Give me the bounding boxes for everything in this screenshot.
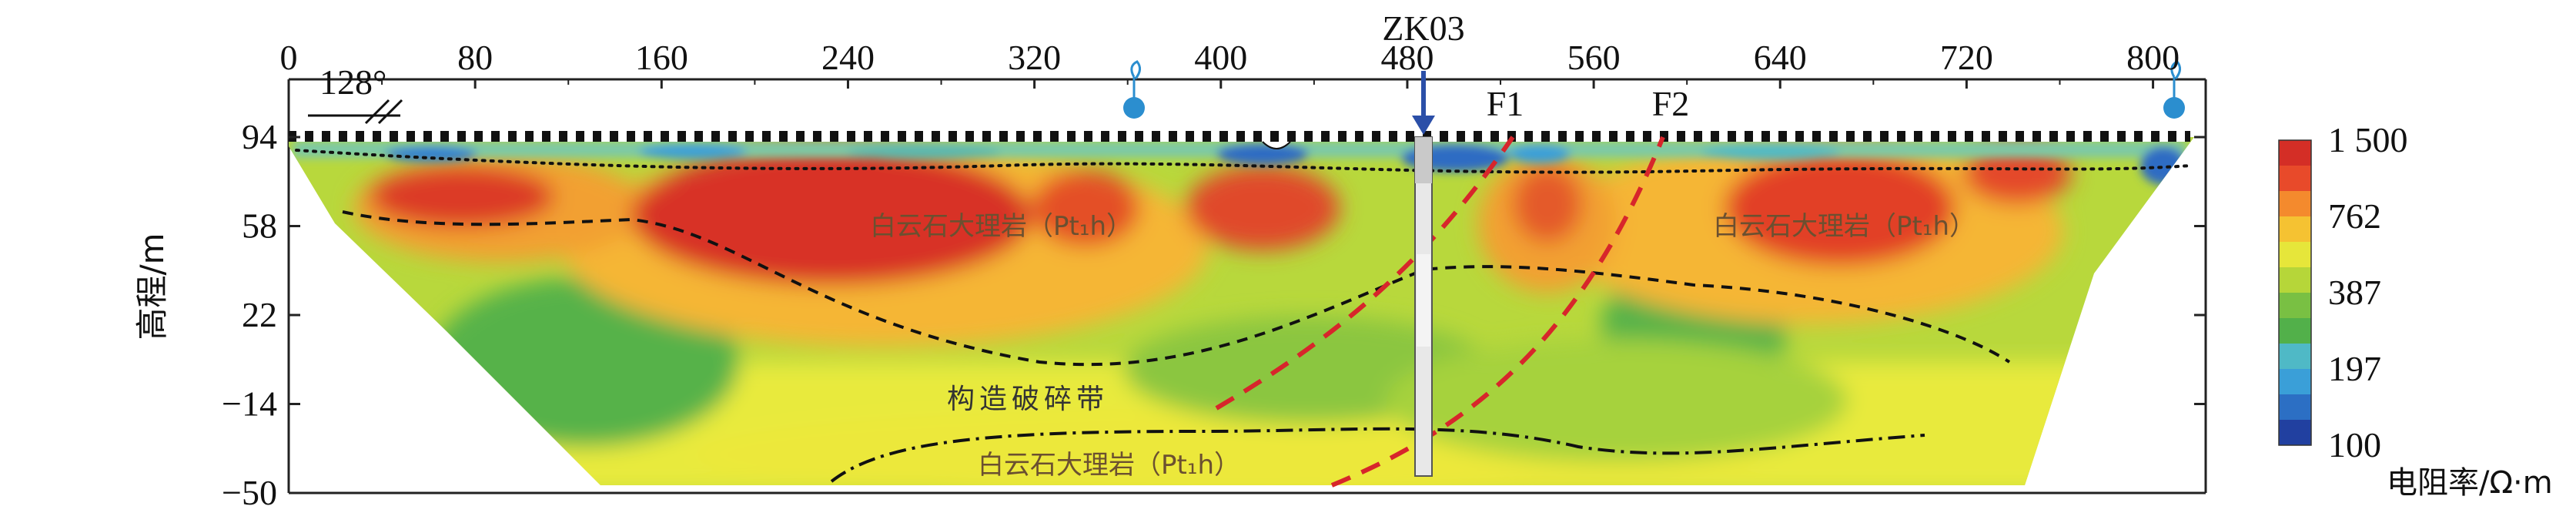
x-tick-label: 320 xyxy=(1008,38,1061,77)
plot-frame xyxy=(287,78,2207,495)
x-tick-label: 480 xyxy=(1380,38,1434,77)
x-tick-label: 0 xyxy=(280,38,298,77)
fault-label-f2: F2 xyxy=(1652,84,1690,123)
colorbar-border xyxy=(2278,139,2312,446)
surface-ruler xyxy=(289,131,2190,142)
colorbar-swatch xyxy=(2279,293,2311,319)
x-tick-label: 240 xyxy=(821,38,875,77)
colorbar-swatch xyxy=(2279,140,2311,166)
fault-line-f1 xyxy=(1215,136,1515,411)
y-tick-label: −14 xyxy=(222,384,277,424)
x-tick-label: 800 xyxy=(2126,38,2180,77)
y-tick-label: −50 xyxy=(222,473,277,512)
borehole-label: ZK03 xyxy=(1382,8,1464,48)
label-marble-right: 白云石大理岩（Pt₁h） xyxy=(1713,211,1975,242)
x-tick-label: 720 xyxy=(1940,38,1993,77)
x-tick-label: 160 xyxy=(635,38,688,77)
orientation-label: 128° xyxy=(319,62,386,102)
colorbar-title: 电阻率/Ω·m xyxy=(2387,465,2553,501)
colorbar-swatch xyxy=(2279,166,2311,192)
colorbar-label: 1 500 xyxy=(2328,120,2408,159)
colorbar-swatch xyxy=(2279,191,2311,217)
y-tick-label: 94 xyxy=(242,117,277,156)
y-axis-title: 高程/m xyxy=(133,233,171,340)
colorbar-swatch xyxy=(2279,318,2311,344)
fault-line-f2 xyxy=(1330,136,1665,488)
y-tick-label: 58 xyxy=(242,206,277,246)
y-tick-label: 22 xyxy=(242,295,277,334)
colorbar-swatch xyxy=(2279,369,2311,395)
label-marble-bottom: 白云石大理岩（Pt₁h） xyxy=(978,450,1240,481)
x-axis-ticks: 0 80 160 240 320 400 480 560 640 720 800 xyxy=(280,38,2180,89)
colorbar-swatch xyxy=(2279,344,2311,370)
colorbar-label: 100 xyxy=(2328,425,2381,464)
label-fracture-zone: 构造破碎带 xyxy=(947,384,1109,415)
colorbar: 1 500 762 387 197 100 xyxy=(2278,120,2408,464)
fault-lines xyxy=(1215,136,1665,488)
y-axis-ticks: 94 58 22 −14 −50 xyxy=(222,117,2206,512)
resistivity-section xyxy=(289,137,2194,485)
x-tick-label: 560 xyxy=(1567,38,1621,77)
colorbar-swatch xyxy=(2279,420,2311,446)
spring-icon xyxy=(2163,60,2185,119)
x-tick-label: 640 xyxy=(1754,38,1807,77)
label-marble-left: 白云石大理岩（Pt₁h） xyxy=(870,211,1132,242)
colorbar-label: 762 xyxy=(2328,196,2381,236)
orientation-arrow-icon xyxy=(308,99,403,125)
fault-label-f1: F1 xyxy=(1487,84,1524,123)
colorbar-swatch xyxy=(2279,242,2311,268)
surface-depression xyxy=(1262,141,1291,149)
contour-lines xyxy=(295,149,2192,483)
x-tick-label: 400 xyxy=(1194,38,1247,77)
spring-icon xyxy=(1123,60,1145,119)
colorbar-swatch xyxy=(2279,394,2311,421)
colorbar-label: 197 xyxy=(2328,349,2381,388)
colorbar-label: 387 xyxy=(2328,273,2381,312)
borehole-zk03 xyxy=(1412,71,1435,477)
colorbar-swatch xyxy=(2279,267,2311,293)
colorbar-swatch xyxy=(2279,216,2311,243)
x-tick-label: 80 xyxy=(457,38,493,77)
